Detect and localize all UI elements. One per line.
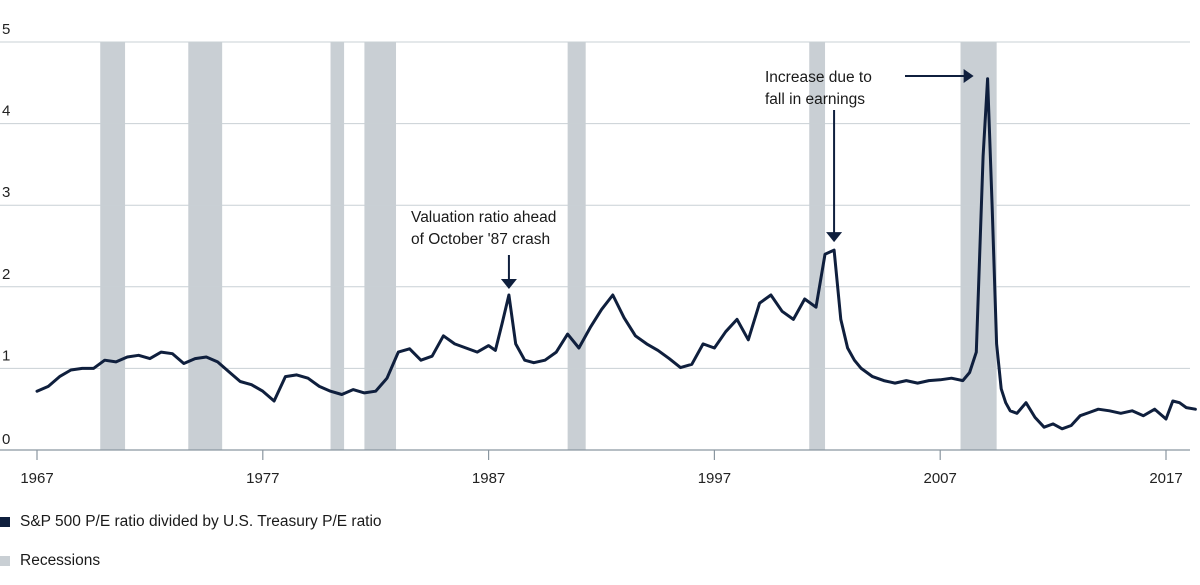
- legend-label-recessions: Recessions: [20, 552, 101, 569]
- annotation-earnings-text: Increase due to: [765, 69, 872, 86]
- legend-item-recessions: Recessions: [0, 552, 100, 570]
- annotation-crash-text: Valuation ratio ahead: [411, 209, 556, 226]
- y-tick-label: 1: [2, 347, 10, 364]
- legend-swatch-recessions: [0, 556, 10, 566]
- recession-band-1: [188, 42, 223, 450]
- x-axis: 1967 1977 1987 1997 2007 2017: [0, 449, 1190, 487]
- recession-bands: [100, 42, 997, 450]
- x-tick-label: 2017: [1149, 470, 1182, 487]
- recession-band-2: [330, 42, 345, 450]
- series-line-0: [35, 77, 1197, 431]
- y-tick-label: 2: [2, 266, 10, 283]
- x-tick-label: 1997: [698, 470, 731, 487]
- recession-band-3: [364, 42, 397, 450]
- recession-band-5: [809, 42, 826, 450]
- annotation-crash-text: of October '87 crash: [411, 231, 550, 248]
- y-tick-label: 5: [2, 21, 10, 38]
- gridlines: 0 1 2 3 4 5: [0, 21, 1190, 448]
- annotations: Valuation ratio ahead of October '87 cras…: [411, 69, 974, 289]
- y-tick-label: 3: [2, 184, 10, 201]
- x-tick-label: 1987: [472, 470, 505, 487]
- legend-swatch-series: [0, 517, 10, 527]
- annotation-earnings-arrowhead-right: [963, 69, 974, 83]
- legend-label-series: S&P 500 P/E ratio divided by U.S. Treasu…: [20, 513, 382, 530]
- legend-item-series: S&P 500 P/E ratio divided by U.S. Treasu…: [0, 513, 382, 531]
- annotation-earnings-text: fall in earnings: [765, 91, 865, 108]
- series-line-layer: [35, 77, 1197, 431]
- y-tick-label: 4: [2, 103, 10, 120]
- annotation-earnings-arrowhead-down: [826, 232, 843, 243]
- x-tick-label: 1977: [246, 470, 279, 487]
- annotation-crash-arrowhead: [500, 278, 517, 289]
- recession-band-0: [100, 42, 126, 450]
- x-tick-label: 2007: [924, 470, 957, 487]
- recession-band-4: [567, 42, 586, 450]
- y-tick-label: 0: [2, 431, 10, 448]
- x-tick-label: 1967: [20, 470, 53, 487]
